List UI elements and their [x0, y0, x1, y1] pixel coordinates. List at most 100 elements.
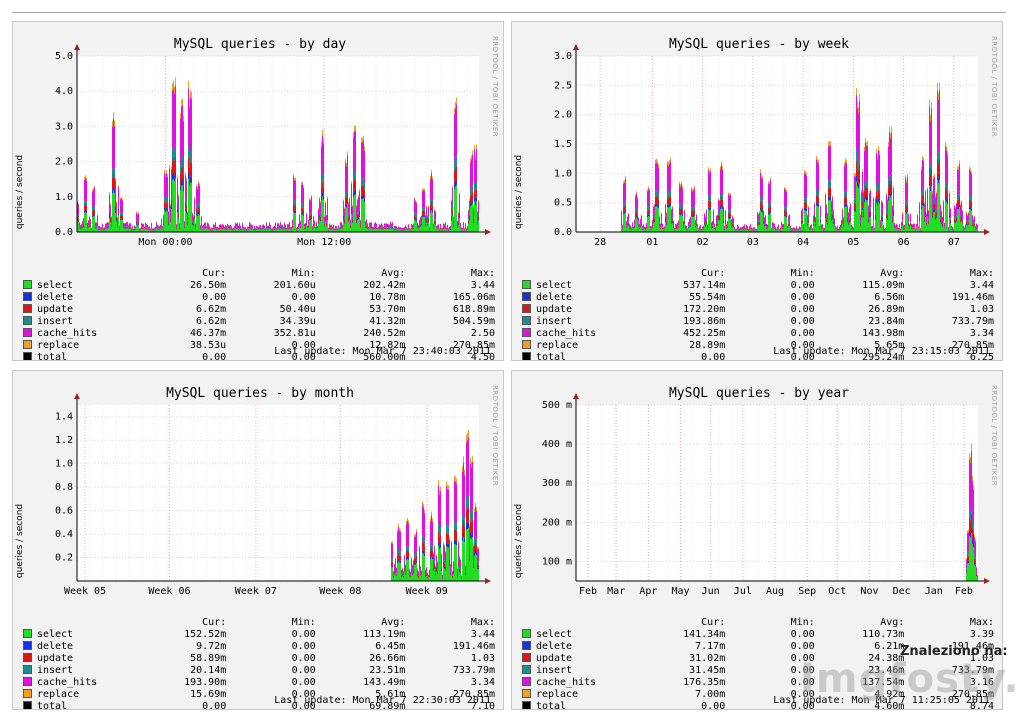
data-bar-segment: [869, 190, 870, 193]
data-bar-segment: [917, 221, 918, 224]
data-bar-segment: [625, 179, 626, 201]
data-bar-segment: [101, 227, 102, 230]
data-bar-segment: [374, 228, 375, 232]
data-bar-segment: [476, 197, 477, 202]
data-bar-segment: [640, 218, 641, 220]
data-bar-segment: [207, 227, 208, 229]
data-bar-segment: [960, 205, 961, 217]
data-bar-segment: [813, 223, 814, 226]
data-bar-segment: [719, 213, 720, 217]
data-bar-segment: [240, 228, 241, 230]
data-bar-segment: [311, 217, 312, 220]
data-bar-segment: [186, 177, 187, 181]
data-bar-segment: [632, 228, 633, 232]
legend-max: 270.85m: [951, 340, 994, 351]
x-tick-label: Week 08: [319, 586, 361, 597]
data-bar-segment: [671, 220, 672, 223]
data-bar-segment: [224, 230, 225, 232]
data-bar-segment: [855, 209, 856, 212]
data-bar-segment: [94, 188, 95, 206]
data-bar-segment: [159, 229, 160, 232]
data-bar-segment: [414, 197, 415, 200]
data-bar-segment: [392, 226, 393, 228]
legend-name: insert: [36, 316, 74, 327]
data-bar-segment: [774, 223, 775, 228]
data-bar-segment: [873, 196, 874, 199]
data-bar-segment: [841, 219, 842, 221]
data-bar-segment: [397, 227, 398, 230]
data-bar-segment: [929, 180, 930, 186]
data-bar-segment: [911, 227, 912, 229]
data-bar-segment: [879, 200, 880, 204]
data-bar-segment: [964, 227, 965, 230]
data-bar-segment: [667, 207, 668, 232]
data-bar-segment: [302, 212, 303, 215]
data-bar-segment: [405, 564, 406, 566]
data-bar-segment: [93, 187, 94, 190]
data-bar-segment: [912, 228, 913, 229]
data-bar-segment: [859, 183, 860, 232]
data-bar-segment: [459, 212, 460, 217]
data-bar-segment: [471, 159, 472, 189]
data-bar-segment: [890, 175, 891, 184]
data-bar-segment: [968, 222, 969, 225]
data-bar-segment: [420, 216, 421, 218]
data-bar-segment: [220, 229, 221, 232]
data-bar-segment: [124, 223, 125, 227]
data-bar-segment: [178, 213, 179, 218]
data-bar-segment: [456, 179, 457, 185]
data-bar-segment: [970, 200, 971, 208]
data-bar-segment: [255, 227, 256, 230]
data-bar-segment: [840, 227, 841, 229]
data-bar-segment: [186, 180, 187, 202]
data-bar-segment: [710, 200, 711, 208]
data-bar-segment: [884, 230, 885, 232]
data-bar-segment: [154, 227, 155, 230]
data-bar-segment: [432, 176, 433, 180]
data-bar-segment: [317, 228, 318, 229]
data-bar-segment: [654, 203, 655, 206]
data-bar-segment: [342, 228, 343, 230]
data-bar-segment: [468, 219, 469, 221]
data-bar-segment: [476, 201, 477, 232]
data-bar-segment: [287, 227, 288, 229]
data-bar-segment: [464, 230, 465, 232]
data-bar-segment: [433, 227, 434, 229]
data-bar-segment: [408, 546, 409, 552]
data-bar-segment: [731, 219, 732, 220]
data-bar-segment: [719, 219, 720, 221]
legend-max: 191.46m: [951, 292, 994, 303]
data-bar-segment: [110, 217, 111, 221]
data-bar-segment: [366, 227, 367, 232]
data-bar-segment: [673, 220, 674, 221]
data-bar-segment: [831, 213, 832, 217]
data-bar-segment: [903, 229, 904, 232]
data-bar-segment: [645, 229, 646, 230]
data-bar-segment: [707, 224, 708, 228]
data-bar-segment: [396, 575, 397, 577]
data-bar-segment: [354, 171, 355, 180]
data-bar-segment: [760, 210, 761, 232]
data-bar-segment: [883, 227, 884, 229]
data-bar-segment: [207, 226, 208, 228]
data-bar-segment: [938, 163, 939, 178]
data-bar-segment: [729, 217, 730, 219]
data-bar-segment: [419, 220, 420, 225]
data-bar-segment: [84, 179, 85, 201]
data-bar-segment: [704, 225, 705, 232]
data-bar-segment: [690, 217, 691, 224]
data-bar-segment: [120, 218, 121, 220]
data-bar-segment: [669, 191, 670, 197]
data-bar-segment: [862, 196, 863, 202]
data-bar-segment: [405, 228, 406, 230]
data-bar-segment: [244, 227, 245, 230]
data-bar-segment: [198, 214, 199, 232]
data-bar-segment: [182, 179, 183, 186]
data-bar-segment: [305, 223, 306, 227]
data-bar-segment: [648, 216, 649, 232]
data-bar-segment: [732, 215, 733, 217]
data-bar-segment: [289, 228, 290, 232]
data-bar-segment: [768, 212, 769, 215]
data-bar-segment: [861, 191, 862, 208]
data-bar-segment: [381, 228, 382, 232]
